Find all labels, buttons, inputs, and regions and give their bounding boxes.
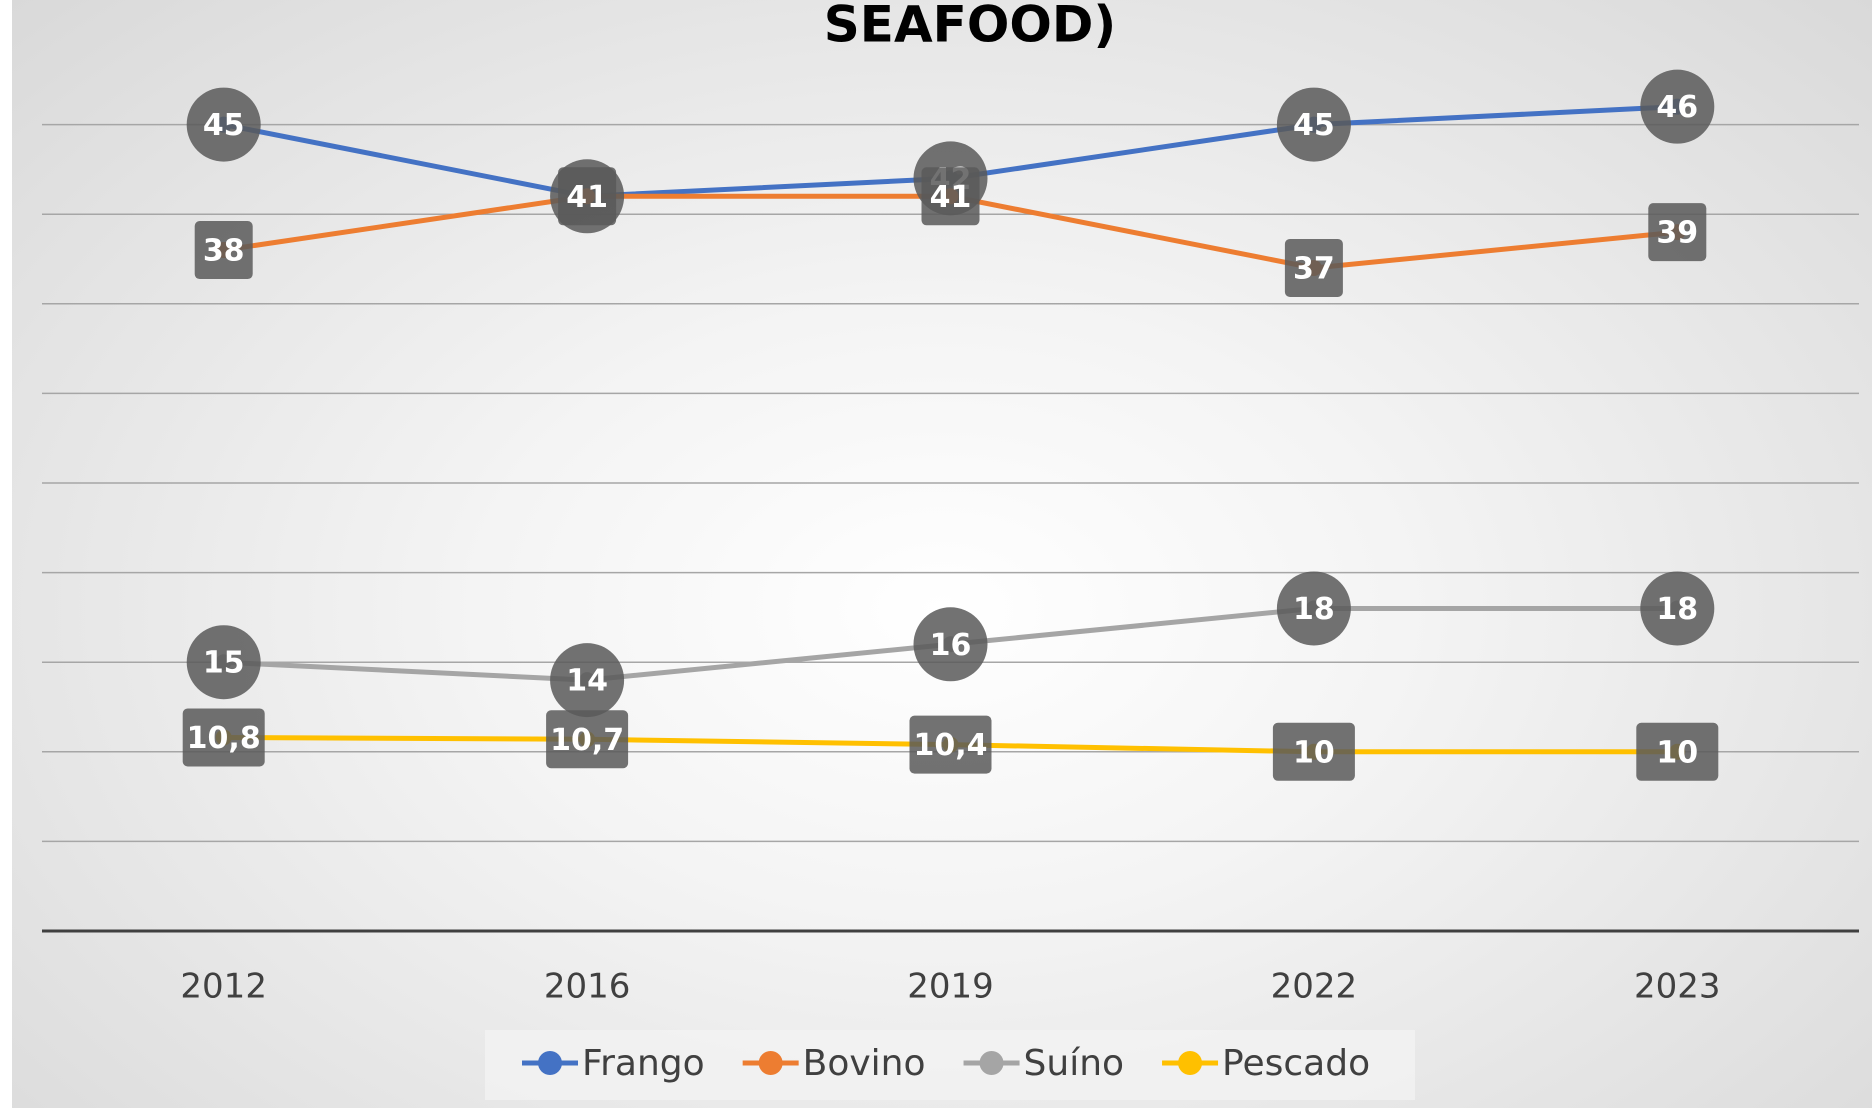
label-background [1648,203,1707,262]
data-label: 10,7 [550,723,624,758]
label-background [1636,722,1719,781]
x-tick-label: 2012 [180,967,267,1007]
data-label: 18 [1656,592,1698,627]
data-label: 10,8 [187,721,261,756]
label-background [550,643,625,718]
label-background [909,715,992,774]
data-label: 45 [203,108,245,143]
data-label: 38 [203,234,245,269]
chart-title: SEAFOOD) [824,0,1116,54]
data-label: 18 [1293,592,1335,627]
label-background [1276,87,1351,162]
x-tick-label: 2023 [1634,967,1721,1007]
data-label: 14 [566,664,608,699]
legend-label: Suíno [1024,1043,1125,1084]
label-background [186,625,261,700]
data-label: 46 [1656,90,1698,125]
legend-marker [538,1051,562,1075]
legend-box [485,1030,1415,1100]
label-background [1640,571,1715,646]
data-label: 10,4 [913,728,987,763]
data-label: 39 [1656,216,1698,251]
legend-marker [758,1051,783,1075]
x-tick-label: 2022 [1271,967,1358,1007]
label-background [558,167,617,226]
legend-label: Pescado [1222,1043,1370,1084]
label-background [186,87,261,162]
data-label: 10 [1293,735,1335,770]
label-background [921,167,980,226]
label-background [1276,571,1351,646]
legend: Frango Bovino Suíno Pescado [485,1030,1415,1100]
data-label: 10 [1656,735,1698,770]
legend-label: Frango [582,1043,705,1084]
data-label: 41 [566,180,608,215]
data-label: 16 [930,628,972,663]
x-tick-label: 2019 [907,967,994,1007]
data-label: 15 [203,646,245,681]
label-background [1640,69,1715,144]
data-label: 41 [930,180,972,215]
legend-marker [1178,1051,1203,1075]
data-label: 45 [1293,108,1335,143]
label-background [1272,722,1355,781]
label-background [194,221,253,280]
legend-label: Bovino [803,1043,926,1084]
label-background [546,710,629,769]
data-label: 37 [1293,251,1335,286]
label-background [182,708,265,767]
label-background [1284,238,1343,297]
x-tick-label: 2016 [544,967,631,1007]
legend-marker [979,1051,1004,1075]
label-background [913,607,988,682]
